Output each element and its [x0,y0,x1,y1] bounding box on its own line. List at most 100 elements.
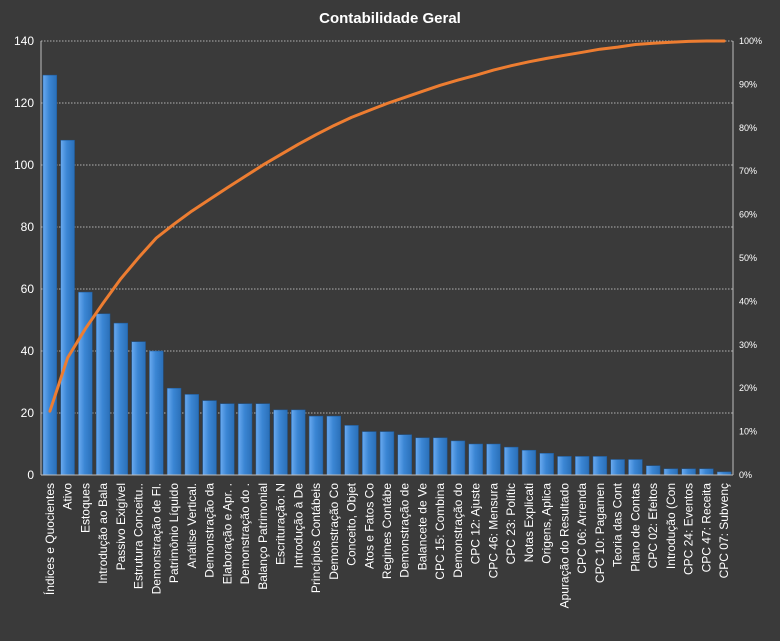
secondary-y-axis: 0% 10% 20% 30% 40% 50% 60% 70% 80% 90% 100% [732,36,762,480]
bar [610,459,625,476]
x-tick-label: CPC 15: Combina [433,483,447,580]
bar [149,350,164,476]
y2-tick-label: 70% [739,166,757,176]
bar [291,409,306,476]
bar [344,425,359,476]
bar [42,74,58,476]
x-tick-label: CPC 02: Efeitos [646,483,660,568]
x-tick-label: Introdução à De [291,483,305,569]
cumulative-line [48,39,726,413]
y-tick-label: 60 [21,282,35,296]
x-tick-label: Regimes Contábe [380,483,394,579]
bar [166,387,182,476]
bar [592,456,608,476]
bar [433,437,448,476]
bar [557,456,572,476]
x-tick-label: CPC 06: Arrenda [575,483,589,574]
cumulative-line-series [48,39,726,413]
x-tick-label: Teoria das Cont [611,482,625,567]
chart-title: Contabilidade Geral [319,10,461,27]
y2-tick-label: 20% [739,383,757,393]
bar [255,403,270,476]
bar [645,465,661,476]
x-tick-label: Demonstração do [451,483,465,578]
x-tick-label: Análise Vertical. [185,483,199,568]
x-tick-label: Demonstração do . [238,483,252,584]
x-tick-label: Índices e Quocientes [42,483,57,595]
x-tick-label: Demonstração de Fl. [149,483,163,594]
bar [521,449,537,476]
bar [131,341,146,476]
x-tick-label: Demonstração da [203,483,217,578]
bar [504,446,519,476]
bar [468,443,483,476]
x-tick-label: Introdução ao Bala [96,483,110,584]
y-tick-label: 0 [27,468,34,482]
x-tick-label: Patrimônio Líquido [167,483,181,583]
bar [681,468,696,476]
bar [379,431,395,476]
bar [362,431,377,476]
x-tick-label: Apuração do Resultado [557,483,571,609]
y-tick-label: 80 [21,220,35,234]
x-tick-label: CPC 24: Eventos [682,483,696,575]
x-axis: Índices e Quocientes Ativo Estoques Introdu… [42,482,731,608]
x-tick-label: CPC 12: Ajuste [469,483,483,565]
x-tick-label: Demonstração Co [327,483,341,580]
x-tick-label: Plano de Contas [628,483,642,572]
bar [450,440,466,476]
bar [237,403,253,476]
bar [273,409,288,476]
x-tick-label: CPC 47: Receita [699,483,713,573]
y-tick-label: 140 [14,34,34,48]
x-tick-label: CPC 46: Mensura [486,483,500,579]
x-tick-label: Passivo Exigível [114,483,128,570]
x-tick-label: Atos e Fatos Co [362,483,376,569]
bar [397,434,412,476]
bar [202,400,217,476]
x-tick-label: Introdução (Con [664,483,678,569]
x-tick-label: CPC 23: Polític [504,483,518,564]
y-tick-label: 40 [21,344,35,358]
x-tick-label: CPC 10: Pagamen [593,483,607,583]
bar [326,415,341,476]
bar [220,403,235,476]
bar [486,443,501,476]
x-tick-label: Origens, Aplica [540,483,554,564]
x-tick-label: Elaboração e Apr. . [220,483,234,584]
bar [113,322,129,476]
y2-tick-label: 90% [739,79,757,89]
bar [575,456,590,476]
x-tick-label: CPC 07: Subvenç [717,483,731,578]
x-tick-label: Escrituração: N [274,483,288,565]
bar [95,313,111,476]
bar [184,394,199,476]
bar [415,437,430,476]
x-tick-label: Notas Explicati [522,483,536,562]
y2-tick-label: 80% [739,123,757,133]
y-tick-label: 120 [14,96,34,110]
x-tick-label: Balanço Patrimonial [256,483,270,590]
bar [539,453,554,476]
x-tick-label: Balancete de Ve [415,483,429,571]
y2-tick-label: 60% [739,210,757,220]
y-tick-label: 20 [21,406,35,420]
bar [308,415,324,476]
y2-tick-label: 30% [739,340,757,350]
bar [663,468,679,476]
y2-tick-label: 50% [739,253,757,263]
bar [628,459,643,476]
y2-tick-label: 40% [739,296,757,306]
x-tick-label: Demonstração de [398,483,412,578]
y2-tick-label: 100% [739,36,762,46]
bar [699,468,714,476]
bar-series [42,74,732,476]
x-tick-label: Conceito, Objet [345,482,359,565]
y2-tick-label: 10% [739,427,757,437]
bar [60,139,75,476]
y2-tick-label: 0% [739,470,752,480]
y-axis: 0 20 40 60 80 100 120 140 [14,34,733,482]
x-tick-label: Princípios Contábeis [309,483,323,593]
x-tick-label: Estoques [78,483,92,533]
